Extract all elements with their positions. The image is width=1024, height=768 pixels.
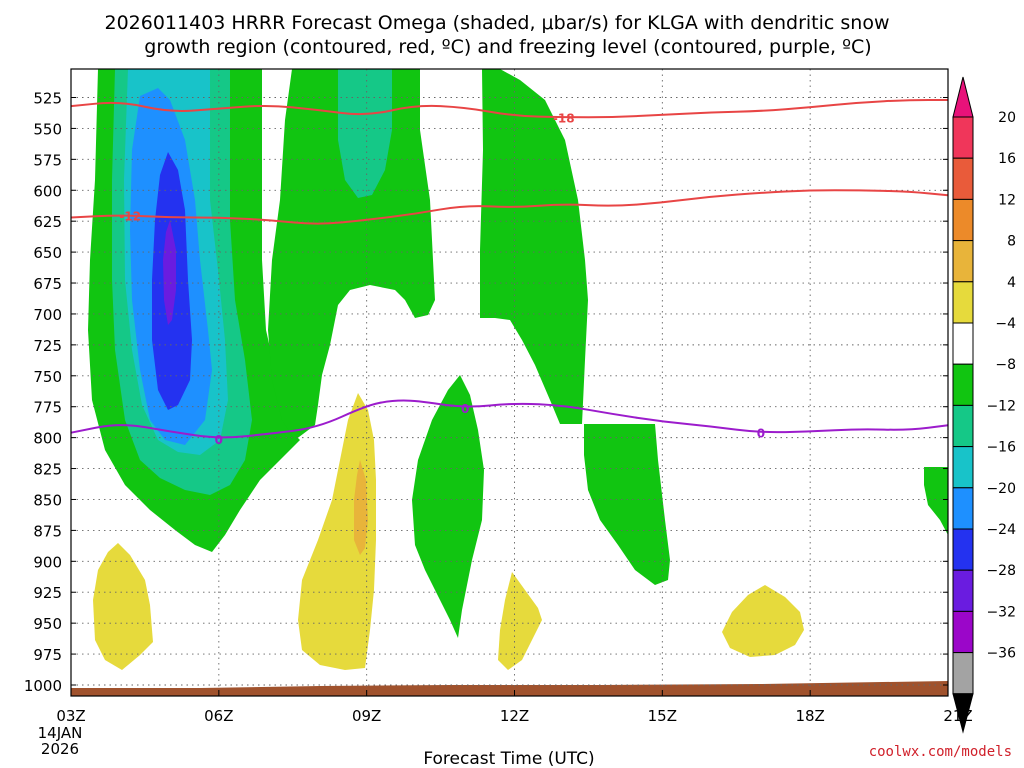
x-tick-label: 03Z	[56, 707, 85, 725]
y-tick-label: 775	[33, 399, 62, 417]
colorbar-label: 16	[998, 151, 1016, 167]
shade-green-cell-15z	[584, 424, 670, 585]
colorbar-swatch	[952, 363, 974, 406]
colorbar-label: 4	[1007, 275, 1016, 291]
contour-minus12	[70, 189, 949, 225]
x-tick-label: 15Z	[648, 707, 677, 725]
start-date-year: 2026	[41, 740, 79, 758]
y-tick-label: 650	[33, 244, 62, 262]
colorbar-label: −4	[995, 316, 1016, 332]
contour-label: -12	[119, 209, 141, 223]
y-tick-label: 750	[33, 368, 62, 386]
y-tick-label: 825	[33, 461, 62, 479]
colorbar-label: 20	[998, 110, 1016, 126]
y-tick-label: 675	[33, 275, 62, 293]
colorbar-swatch	[952, 322, 974, 365]
colorbar-swatch	[952, 610, 974, 654]
start-date-day: 14JAN	[38, 724, 83, 742]
contour-minus18	[70, 98, 948, 119]
contour-lines: -18 -12 0 0 0	[70, 98, 949, 447]
colorbar-label: −36	[986, 646, 1016, 662]
plot-frame	[70, 68, 949, 697]
y-tick-label: 575	[33, 151, 62, 169]
y-tick-label: 975	[33, 646, 62, 664]
colorbar-swatch	[952, 446, 974, 489]
colorbar-label: −16	[986, 440, 1016, 456]
y-tick-label: 900	[33, 553, 62, 571]
shade-green-cell-11z	[412, 375, 484, 638]
x-tick-label: 18Z	[795, 707, 824, 725]
contour-label: -18	[553, 111, 575, 125]
contour-label: 0	[461, 402, 469, 416]
colorbar-swatch	[952, 528, 974, 571]
colorbar-top-arrow	[952, 76, 974, 118]
shade-yellow-12z	[498, 572, 542, 670]
colorbar-swatch	[952, 652, 974, 695]
x-axis-label: Forecast Time (UTC)	[423, 749, 594, 768]
chart-title-line2: growth region (contoured, red, ºC) and f…	[144, 36, 871, 58]
colorbar-label: −32	[986, 604, 1016, 620]
colorbar-label: 12	[998, 192, 1016, 208]
y-tick-label: 1000	[24, 677, 62, 695]
colorbar-swatch	[952, 487, 974, 530]
y-tick-label: 800	[33, 430, 62, 448]
x-tick-label: 12Z	[500, 707, 529, 725]
y-axis: 525 550 575 600 625 650 675 700 725 750 775 800 825 8…	[24, 90, 948, 695]
y-tick-label: 600	[33, 182, 62, 200]
y-tick-label: 525	[33, 90, 62, 108]
colorbar: 20 16 12 8 4 −4 −8 −12 −16 −20 −24 −28 −32 −36	[952, 76, 1016, 734]
contour-0	[70, 399, 949, 439]
chart-title-line1: 2026011403 HRRR Forecast Omega (shaded, …	[104, 12, 889, 34]
y-tick-label: 550	[33, 120, 62, 138]
shade-green-east-column	[480, 69, 588, 424]
terrain-band	[71, 681, 948, 696]
colorbar-swatch	[952, 281, 974, 324]
y-tick-label: 850	[33, 491, 62, 509]
grid-lines	[71, 69, 948, 696]
shade-purple-west-core	[163, 220, 176, 325]
credit-text: coolwx.com/models	[869, 744, 1012, 760]
shaded-omega-field	[71, 69, 948, 696]
colorbar-label: −12	[986, 398, 1016, 414]
colorbar-label: 8	[1007, 234, 1016, 250]
y-tick-label: 625	[33, 213, 62, 231]
contour-label: 0	[215, 433, 223, 447]
y-tick-label: 875	[33, 522, 62, 540]
y-tick-label: 950	[33, 615, 62, 633]
colorbar-swatch	[952, 569, 974, 612]
colorbar-label: −8	[995, 357, 1016, 373]
colorbar-label: −24	[986, 522, 1016, 538]
shade-yellow-09z	[298, 393, 376, 670]
shade-yellow-17z	[722, 585, 804, 657]
colorbar-label: −28	[986, 563, 1016, 579]
colorbar-swatch	[952, 116, 974, 159]
colorbar-swatch	[952, 157, 974, 200]
colorbar-label: −20	[986, 481, 1016, 497]
shade-yellow-04z	[93, 543, 153, 670]
shade-green-cell-21z	[924, 467, 948, 535]
y-tick-label: 700	[33, 306, 62, 324]
shade-orange-09z	[354, 460, 368, 555]
colorbar-bottom-arrow	[952, 693, 974, 734]
y-tick-label: 925	[33, 584, 62, 602]
contour-label: 0	[757, 427, 765, 441]
x-tick-label: 06Z	[204, 707, 233, 725]
colorbar-swatch	[952, 198, 974, 242]
y-tick-label: 725	[33, 337, 62, 355]
shade-green-center-column	[268, 69, 435, 440]
colorbar-swatch	[952, 240, 974, 283]
shade-teal-center	[338, 69, 392, 198]
colorbar-swatch	[952, 404, 974, 448]
x-tick-label: 09Z	[352, 707, 381, 725]
